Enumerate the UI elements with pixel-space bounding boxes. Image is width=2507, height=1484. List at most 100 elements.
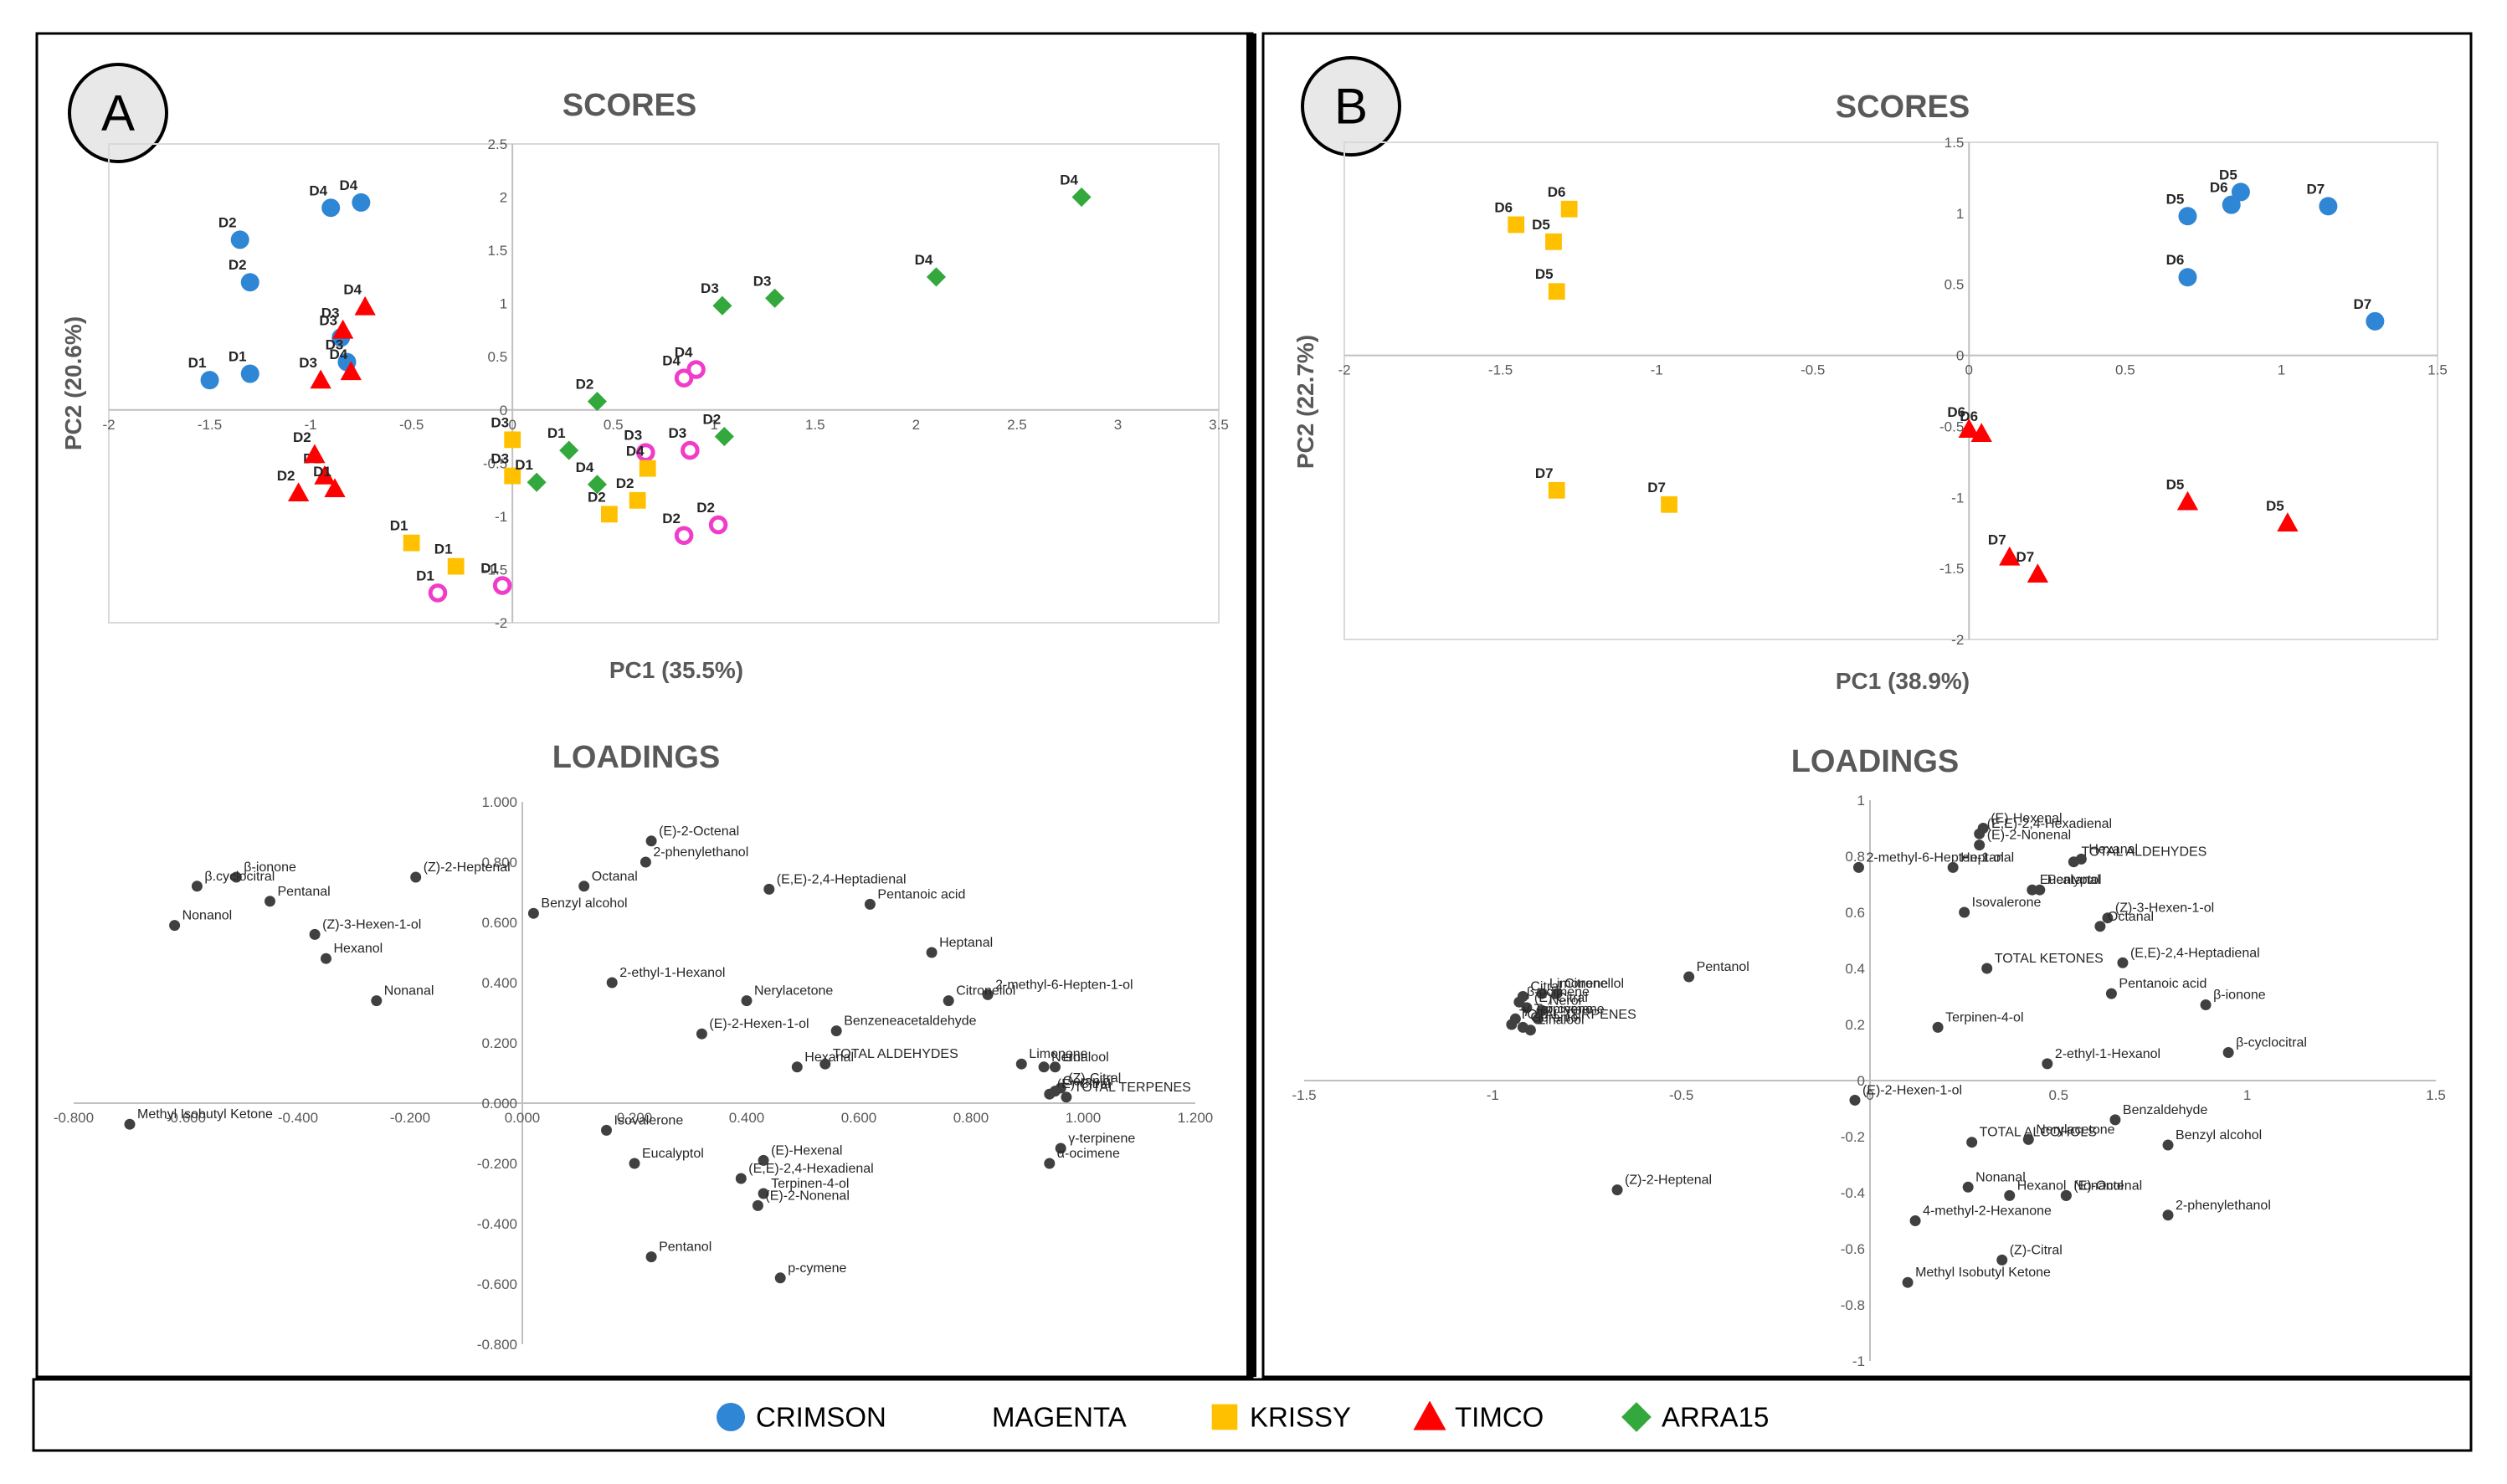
loading-terpinen-4-ol [1932, 1021, 1944, 1033]
point-label: D7 [1535, 465, 1554, 481]
point-label: D2 [218, 214, 237, 230]
point-label: D6 [1494, 199, 1513, 215]
y-tick-label: -1 [1951, 490, 1964, 506]
point-label: D2 [229, 257, 247, 273]
loading-label: Eucalyptol [2040, 873, 2102, 887]
point-label: D2 [696, 500, 715, 516]
loading-methyl-isobutyl-ketone [1902, 1276, 1914, 1288]
point-krissy-d7 [1548, 481, 1565, 499]
y-tick-label: -0.5 [1939, 418, 1964, 434]
loading-eucalyptol [629, 1158, 640, 1169]
loading-ionone [2200, 999, 2212, 1011]
x-tick-label: 3.5 [1209, 417, 1229, 433]
panel-a-badge [68, 63, 168, 163]
point-crimson-d7 [2366, 311, 2385, 331]
point-label: D3 [491, 414, 509, 430]
loading-label: (Z)-3-Hexen-1-ol [322, 917, 421, 932]
y-tick-label: -2 [495, 615, 507, 631]
loading-label: Heptanal [1960, 850, 2014, 865]
loading-z-2-heptenal [410, 871, 422, 883]
point-arra15-d3 [765, 288, 785, 308]
point-crimson-d6 [2222, 195, 2241, 214]
x-tick-label: 1.200 [1178, 1110, 1214, 1126]
loading-linalool [1524, 1024, 1536, 1036]
y-tick-label: -0.600 [477, 1276, 517, 1292]
loading-ocimene [1044, 1158, 1056, 1169]
loading-methyl-isobutyl-ketone [124, 1118, 136, 1130]
point-arra15-d2 [587, 392, 607, 412]
loading-label: Nonanal [1975, 1170, 2026, 1184]
loading-label: Nerylacetone [2036, 1122, 2114, 1137]
loading-pentanol [645, 1251, 657, 1263]
point-label: D5 [2166, 191, 2185, 207]
point-label: D2 [588, 489, 606, 505]
y-tick-label: -2 [1951, 632, 1964, 648]
loading-e-2-hexen-1-ol [696, 1028, 707, 1040]
point-timco-d6 [1958, 418, 1980, 438]
point-crimson-d5 [2231, 182, 2250, 202]
loading-pentanal [265, 896, 275, 907]
legend-frame [32, 1378, 2473, 1452]
loading-pentanal [2034, 884, 2046, 896]
loading-label: Eucalyptol [642, 1147, 704, 1161]
loading-limonene [1015, 1058, 1027, 1070]
loading-nerol [1038, 1061, 1050, 1073]
y-tick-label: 0.400 [481, 975, 517, 991]
loading-label: Pentanoic acid [877, 887, 965, 901]
loading-label: Pentanol [659, 1240, 712, 1255]
point-label: D1 [480, 561, 499, 577]
point-label: D5 [2266, 498, 2284, 514]
loading-label: Benzeneacetaldehyde [844, 1014, 976, 1029]
loading-nerylacetone [741, 995, 753, 1007]
loading-2-methyl-6-hepten-1-ol [1852, 861, 1864, 873]
loading-label: (E)-Citral [1534, 991, 1588, 1005]
point-krissy-d3 [504, 431, 521, 449]
loading-label: γ-Terpinene [1523, 1002, 1593, 1016]
point-arra15-d4 [926, 267, 947, 287]
panel-b-frame [1261, 32, 2473, 1379]
loading-label: Nonanol [182, 909, 233, 923]
point-label: D2 [616, 475, 634, 491]
x-tick-label: -0.5 [399, 417, 424, 433]
x-tick-label: 0.5 [604, 417, 624, 433]
loading-cyclocitral [191, 881, 203, 892]
loading-e-e-2-4-hexadienal [1974, 828, 1986, 840]
loading-label: Heptanal [939, 936, 993, 950]
point-label: D4 [343, 281, 362, 297]
point-label: D4 [309, 182, 327, 198]
y-tick-label: 2 [500, 190, 507, 206]
point-crimson-d1 [200, 371, 219, 390]
loading-label: TOTAL ALDEHYDES [833, 1047, 958, 1061]
x-tick-label: 0.5 [2049, 1087, 2069, 1103]
point-timco-d3 [310, 369, 331, 389]
loading-pentanoic-acid [2105, 988, 2117, 999]
point-label: D2 [662, 511, 681, 526]
x-tick-label: 1.5 [2426, 1087, 2446, 1103]
point-timco-d3 [332, 319, 354, 339]
loading-octanal [578, 881, 590, 892]
point-label: D1 [515, 457, 533, 473]
loading-label: (E)-2-Hexen-1-ol [709, 1017, 809, 1031]
loading-label: β-ionone [244, 860, 296, 875]
x-tick-label: 1.5 [2427, 362, 2448, 378]
y-tick-label: -0.5 [483, 455, 507, 471]
x-tick-label: -2 [102, 417, 115, 433]
loading-label: (E)-Citral [1057, 1077, 1111, 1091]
loading-label: Hexanal [2088, 842, 2138, 856]
loading-label: Pentanal [2047, 873, 2100, 887]
legend: CRIMSON MAGENTA KRISSY TIMCO ARRA15 [32, 1378, 2473, 1452]
point-krissy-d5 [1548, 283, 1565, 300]
loading-label: 2-methyl-6-Hepten-1-ol [1866, 850, 2004, 865]
y-tick-label: 0.5 [1944, 277, 1965, 293]
a-scores-title: SCORES [563, 88, 696, 123]
loading-label: Pentanal [278, 885, 331, 899]
point-label: D4 [576, 460, 594, 475]
loading-label: Linalool [1063, 1050, 1109, 1065]
loading-pentanoic-acid [864, 898, 876, 910]
point-label: D3 [321, 305, 340, 321]
loading-label: Nonanal [384, 984, 434, 999]
loading-heptanal [1947, 861, 1959, 873]
loading-label: TOTAL ALDEHYDES [2081, 845, 2206, 860]
point-label: D2 [702, 412, 721, 428]
point-label: D3 [753, 273, 772, 289]
